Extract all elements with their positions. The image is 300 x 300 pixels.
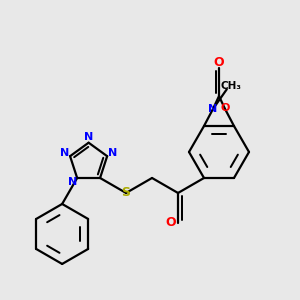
Text: O: O (220, 103, 230, 113)
Text: CH₃: CH₃ (220, 81, 241, 91)
Text: N: N (68, 177, 77, 187)
Text: O: O (214, 56, 224, 69)
Text: O: O (166, 217, 176, 230)
Text: N: N (208, 104, 217, 114)
Text: N: N (84, 132, 93, 142)
Text: N: N (107, 148, 117, 158)
Text: S: S (122, 187, 130, 200)
Text: N: N (60, 148, 70, 158)
